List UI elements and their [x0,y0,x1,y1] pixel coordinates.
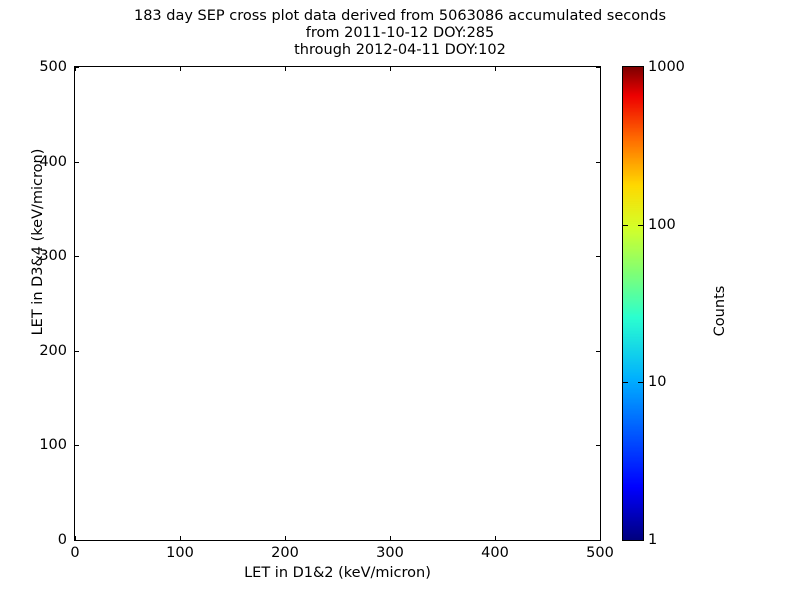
colorbar-tick-label: 100 [648,217,676,233]
y-tick-label: 200 [39,342,67,359]
x-tick-mark [285,536,286,540]
colorbar-gradient [623,67,643,540]
y-tick-label: 0 [57,532,67,548]
colorbar-tick-label: 1000 [648,59,685,75]
plot-title-line-3: through 2012-04-11 DOY:102 [294,42,506,58]
x-tick-label: 500 [586,545,614,561]
colorbar-tick-mark [623,382,628,383]
y-tick-mark [75,256,79,258]
x-tick-mark [495,536,496,540]
x-tick-mark [180,536,181,540]
x-tick-mark [75,536,76,540]
y-tick-mark [75,350,79,352]
colorbar-tick-mark [623,225,628,226]
x-tick-mark-top [600,67,601,71]
y-tick-mark-right [596,445,600,447]
x-tick-mark-top [390,67,391,71]
x-tick-mark-top [180,67,181,71]
plot-title-line-2: from 2011-10-12 DOY:285 [305,25,495,41]
colorbar-tick-label: 10 [648,374,667,390]
colorbar-label: Counts [712,285,728,337]
x-tick-mark [600,536,601,540]
y-tick-mark [75,445,79,447]
y-tick-mark-right [596,256,600,258]
y-tick-mark-right [596,350,600,352]
y-tick-mark [75,67,79,68]
y-tick-label: 100 [39,437,67,454]
x-axis-label: LET in D1&2 (keV/micron) [244,565,431,581]
y-tick-label: 300 [39,248,67,265]
axes-frame [74,66,601,541]
plot-title: 183 day SEP cross plot data derived from… [0,8,800,59]
y-tick-label: 500 [39,59,67,75]
x-tick-label: 0 [70,545,80,561]
colorbar-tick-mark-right [638,225,643,226]
plot-title-line-1: 183 day SEP cross plot data derived from… [133,8,667,24]
x-tick-label: 400 [481,545,509,561]
colorbar-tick-mark-right [638,382,643,383]
x-tick-label: 300 [376,545,404,561]
colorbar-frame [622,66,644,541]
x-tick-label: 100 [166,545,194,561]
y-tick-mark-right [596,67,600,68]
y-tick-mark-right [596,540,600,541]
x-tick-mark-top [285,67,286,71]
y-tick-label: 400 [39,153,67,170]
y-tick-mark [75,161,79,163]
x-tick-mark-top [75,67,76,71]
x-tick-mark [390,536,391,540]
y-tick-mark-right [596,161,600,163]
x-tick-label: 200 [271,545,299,561]
y-axis-label: LET in D3&4 (keV/micron) [30,148,46,336]
colorbar-tick-label: 1 [648,532,658,548]
y-tick-mark [75,540,79,541]
x-tick-mark-top [495,67,496,71]
